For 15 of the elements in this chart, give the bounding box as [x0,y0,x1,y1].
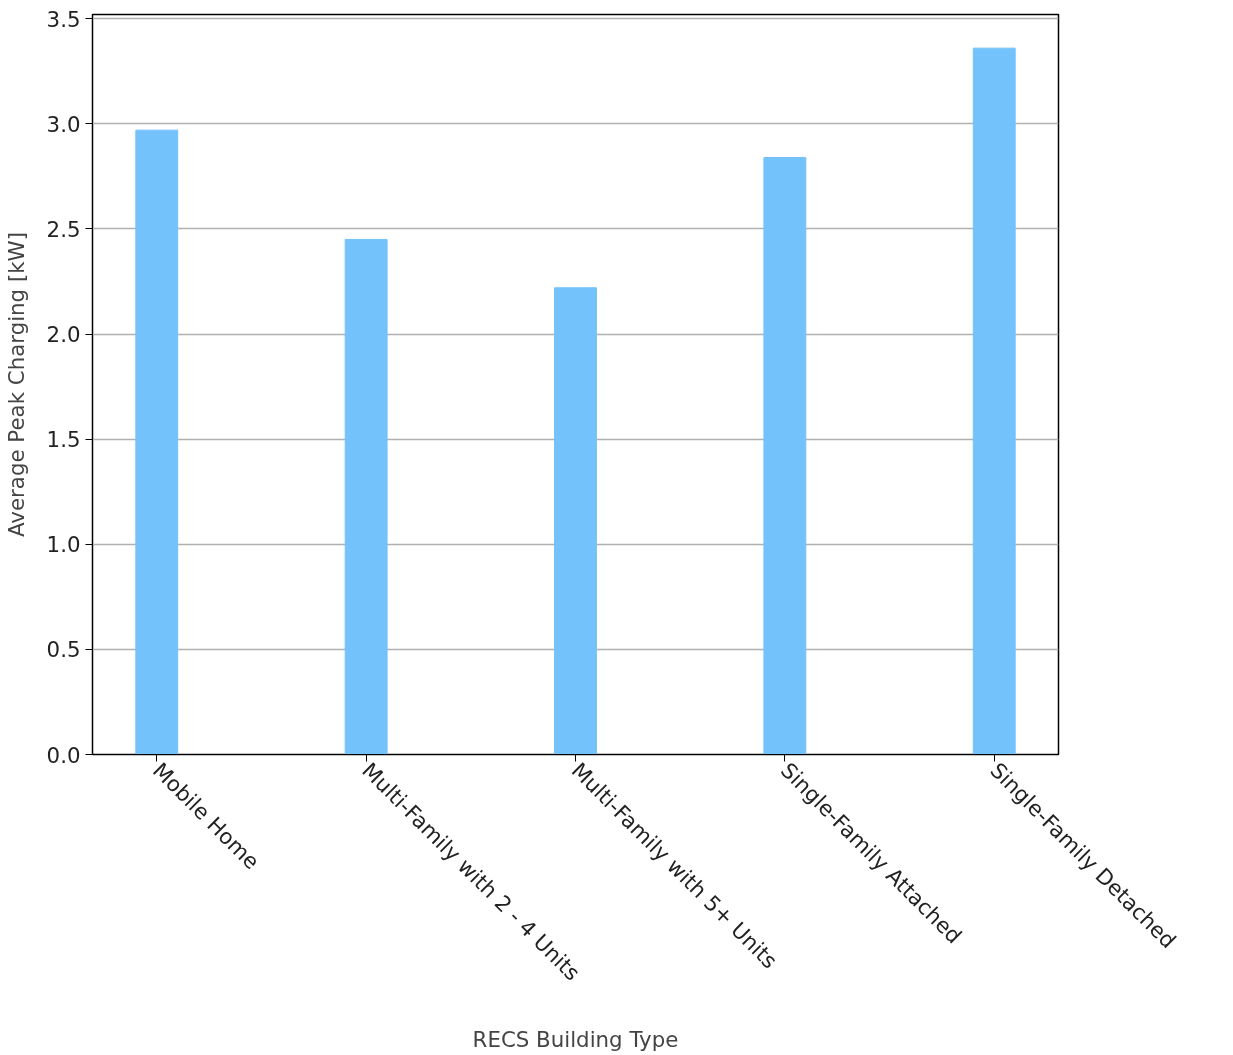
y-tick-label: 3.5 [46,6,81,32]
y-tick-label: 1.5 [46,427,81,453]
bar [763,156,807,755]
y-tick-label: 2.5 [46,216,81,242]
y-tick-label: 0.0 [46,742,81,768]
y-tick-label: 3.0 [46,111,81,137]
y-tick-label: 0.5 [46,637,81,663]
bar [972,47,1016,755]
y-axis-title: Average Peak Charging [kW] [3,231,29,538]
x-axis-title: RECS Building Type [472,1027,679,1053]
bar [344,238,388,755]
bar [135,129,179,755]
y-tick-label: 1.0 [46,532,81,558]
bar [554,287,597,755]
y-tick-label: 2.0 [46,322,81,348]
